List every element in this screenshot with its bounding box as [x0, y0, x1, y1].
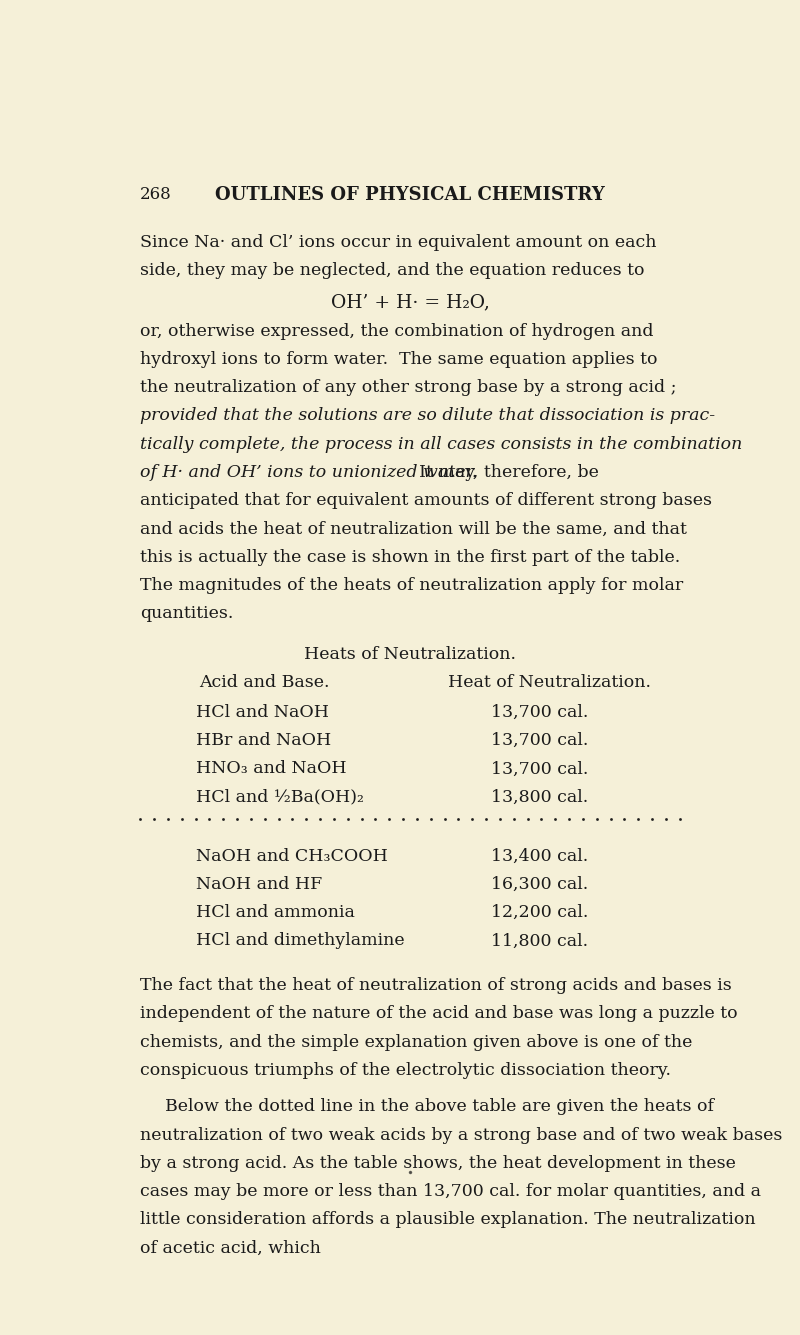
- Text: Below the dotted line in the above table are given the heats of: Below the dotted line in the above table…: [165, 1099, 714, 1115]
- Text: 11,800 cal.: 11,800 cal.: [490, 932, 588, 949]
- Text: HCl and ammonia: HCl and ammonia: [196, 904, 355, 921]
- Text: OUTLINES OF PHYSICAL CHEMISTRY: OUTLINES OF PHYSICAL CHEMISTRY: [215, 186, 605, 204]
- Text: little consideration affords a plausible explanation. The neutralization: little consideration affords a plausible…: [140, 1211, 756, 1228]
- Text: the neutralization of any other strong base by a strong acid ;: the neutralization of any other strong b…: [140, 379, 677, 396]
- Text: independent of the nature of the acid and base was long a puzzle to: independent of the nature of the acid an…: [140, 1005, 738, 1023]
- Text: quantities.: quantities.: [140, 605, 234, 622]
- Text: chemists, and the simple explanation given above is one of the: chemists, and the simple explanation giv…: [140, 1033, 693, 1051]
- Text: 13,400 cal.: 13,400 cal.: [490, 848, 588, 865]
- Text: side, they may be neglected, and the equation reduces to: side, they may be neglected, and the equ…: [140, 262, 645, 279]
- Text: 13,800 cal.: 13,800 cal.: [490, 789, 588, 806]
- Text: The fact that the heat of neutralization of strong acids and bases is: The fact that the heat of neutralization…: [140, 977, 732, 995]
- Text: 13,700 cal.: 13,700 cal.: [490, 732, 588, 749]
- Text: conspicuous triumphs of the electrolytic dissociation theory.: conspicuous triumphs of the electrolytic…: [140, 1061, 671, 1079]
- Text: cases may be more or less than 13,700 cal. for molar quantities, and a: cases may be more or less than 13,700 ca…: [140, 1183, 762, 1200]
- Text: HCl and NaOH: HCl and NaOH: [196, 704, 329, 721]
- Text: The magnitudes of the heats of neutralization apply for molar: The magnitudes of the heats of neutraliz…: [140, 577, 683, 594]
- Text: NaOH and CH₃COOH: NaOH and CH₃COOH: [196, 848, 388, 865]
- Text: neutralization of two weak acids by a strong base and of two weak bases: neutralization of two weak acids by a st…: [140, 1127, 782, 1144]
- Text: provided that the solutions are so dilute that dissociation is prac-: provided that the solutions are so dilut…: [140, 407, 715, 425]
- Text: of H· and OH’ ions to unionized water.: of H· and OH’ ions to unionized water.: [140, 465, 478, 481]
- Text: 268: 268: [140, 186, 172, 203]
- Text: anticipated that for equivalent amounts of different strong bases: anticipated that for equivalent amounts …: [140, 493, 712, 509]
- Text: HNO₃ and NaOH: HNO₃ and NaOH: [196, 761, 346, 777]
- Text: of acetic acid, which: of acetic acid, which: [140, 1240, 321, 1256]
- Text: Acid and Base.: Acid and Base.: [199, 674, 330, 692]
- Text: 12,200 cal.: 12,200 cal.: [490, 904, 588, 921]
- Text: HCl and dimethylamine: HCl and dimethylamine: [196, 932, 405, 949]
- Text: OH’ + H· = H₂O,: OH’ + H· = H₂O,: [330, 292, 490, 311]
- Text: 16,300 cal.: 16,300 cal.: [490, 876, 588, 893]
- Text: or, otherwise expressed, the combination of hydrogen and: or, otherwise expressed, the combination…: [140, 323, 654, 339]
- Text: HCl and ½Ba(OH)₂: HCl and ½Ba(OH)₂: [196, 789, 364, 806]
- Text: Since Na· and Cl’ ions occur in equivalent amount on each: Since Na· and Cl’ ions occur in equivale…: [140, 234, 657, 251]
- Text: by a strong acid. As the table shows, the heat development in these: by a strong acid. As the table shows, th…: [140, 1155, 736, 1172]
- Text: hydroxyl ions to form water.  The same equation applies to: hydroxyl ions to form water. The same eq…: [140, 351, 658, 368]
- Text: 13,700 cal.: 13,700 cal.: [490, 761, 588, 777]
- Text: It may, therefore, be: It may, therefore, be: [408, 465, 599, 481]
- Text: Heat of Neutralization.: Heat of Neutralization.: [448, 674, 651, 692]
- Text: HBr and NaOH: HBr and NaOH: [196, 732, 331, 749]
- Text: NaOH and HF: NaOH and HF: [196, 876, 322, 893]
- Text: tically complete, the process in all cases consists in the combination: tically complete, the process in all cas…: [140, 435, 742, 453]
- Text: this is actually the case is shown in the first part of the table.: this is actually the case is shown in th…: [140, 549, 681, 566]
- Text: 13,700 cal.: 13,700 cal.: [490, 704, 588, 721]
- Text: and acids the heat of neutralization will be the same, and that: and acids the heat of neutralization wil…: [140, 521, 687, 538]
- Text: Heats of Neutralization.: Heats of Neutralization.: [304, 646, 516, 663]
